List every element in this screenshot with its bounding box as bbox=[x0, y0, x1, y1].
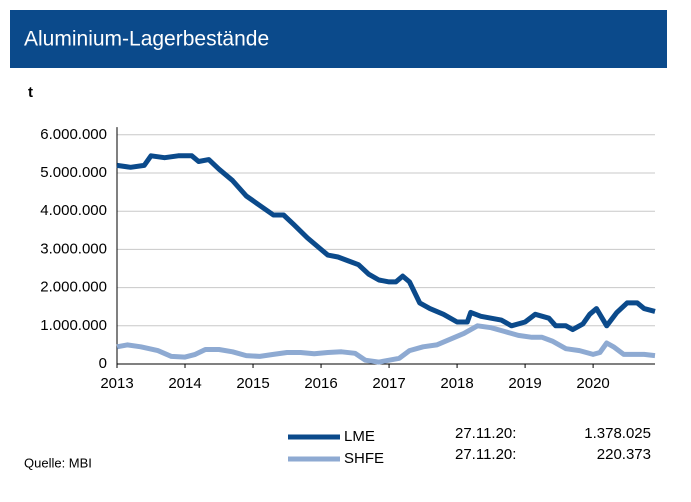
annotation-date: 27.11.20: bbox=[455, 446, 516, 463]
y-tick-label: 2.000.000 bbox=[40, 279, 107, 296]
y-axis-label: t bbox=[28, 84, 33, 101]
x-tick-label: 2014 bbox=[168, 375, 201, 392]
x-tick-label: 2020 bbox=[576, 375, 609, 392]
line bbox=[116, 323, 656, 365]
title-bar bbox=[10, 10, 667, 68]
y-tick-label: 5.000.000 bbox=[40, 164, 107, 181]
source: Quelle: MBI bbox=[24, 455, 92, 470]
x-tick-label: 2017 bbox=[372, 375, 405, 392]
x-tick-label: 2015 bbox=[236, 375, 269, 392]
y-tick-label: 6.000.000 bbox=[40, 126, 107, 143]
annotation-value: 220.373 bbox=[597, 446, 651, 463]
legend-label: SHFE bbox=[344, 450, 384, 467]
legend-label: LME bbox=[344, 428, 375, 445]
x-tick-label: 2016 bbox=[304, 375, 337, 392]
x-tick-label: 2019 bbox=[508, 375, 541, 392]
y-tick-label: 0 bbox=[99, 355, 107, 372]
annotation-value: 1.378.025 bbox=[584, 425, 651, 442]
annotation-date: 27.11.20: bbox=[455, 425, 516, 442]
y-tick-label: 3.000.000 bbox=[40, 240, 107, 257]
chart-title: Aluminium-Lagerbestände bbox=[24, 28, 269, 51]
x-tick-label: 2013 bbox=[100, 375, 133, 392]
x-tick-label: 2018 bbox=[440, 375, 473, 392]
y-tick-label: 4.000.000 bbox=[40, 202, 107, 219]
y-tick-label: 1.000.000 bbox=[40, 317, 107, 334]
line bbox=[116, 153, 656, 333]
